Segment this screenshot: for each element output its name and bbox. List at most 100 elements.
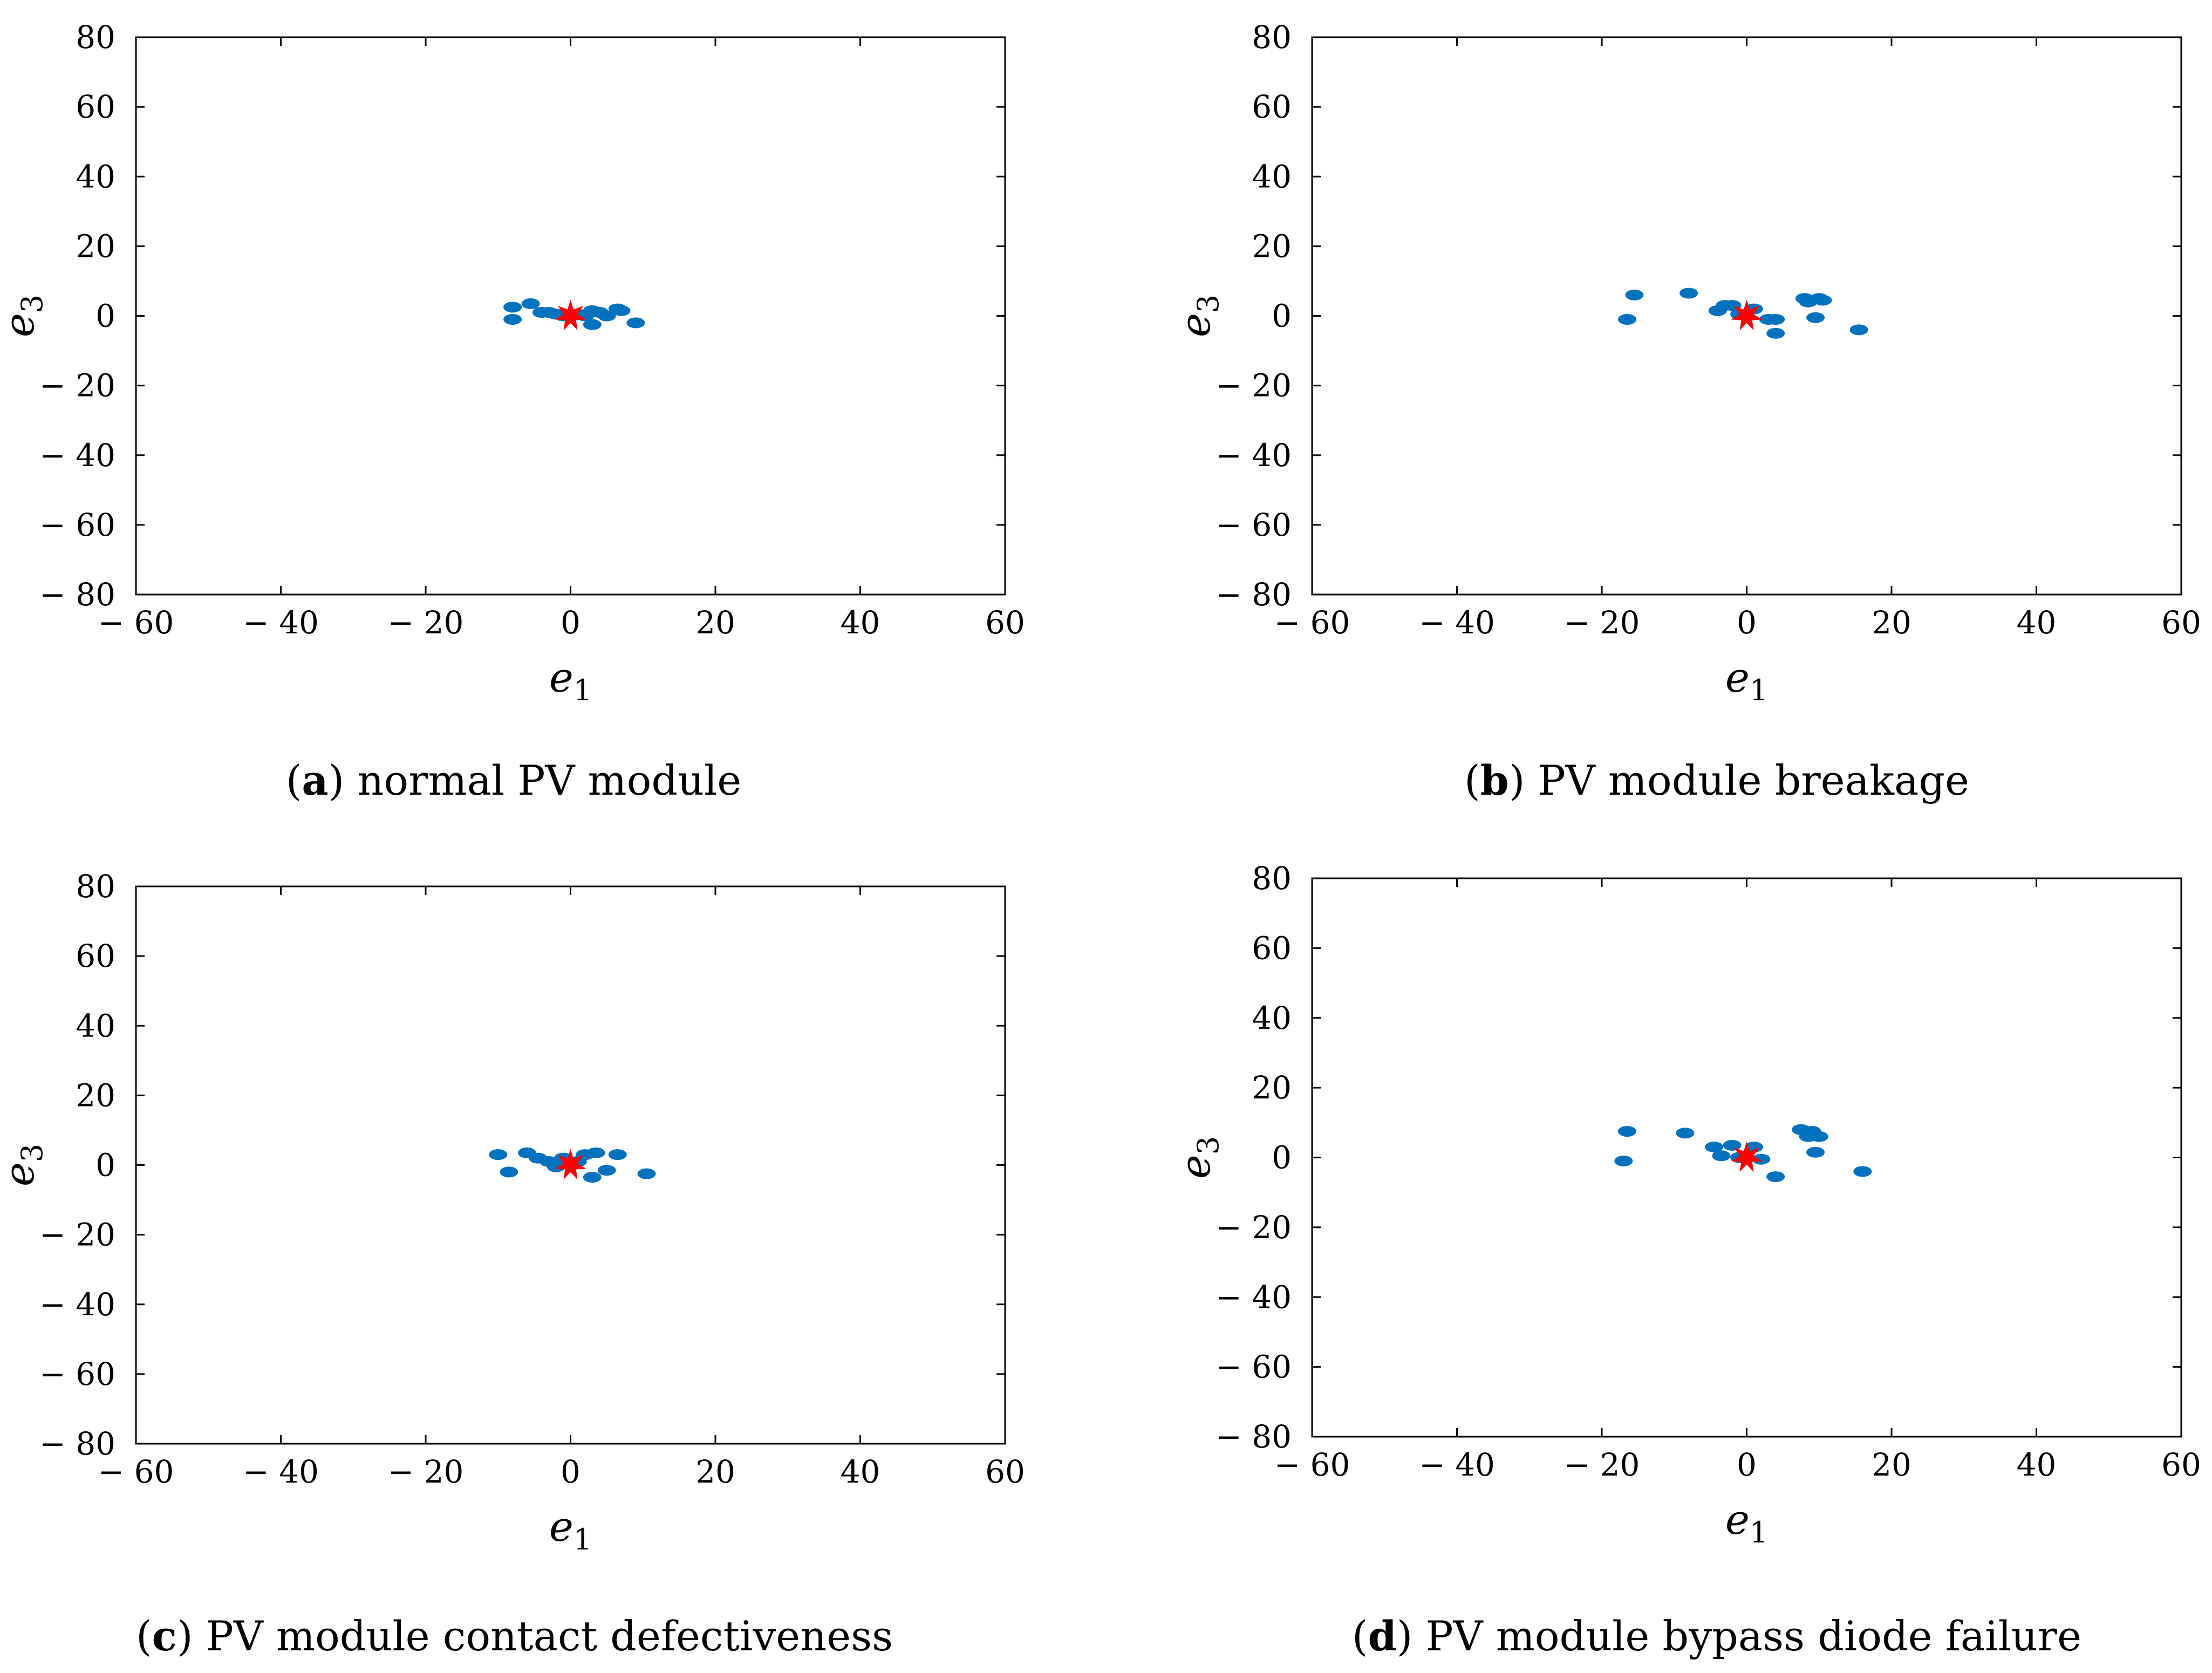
- y-tick-label-c: 40: [76, 1007, 115, 1044]
- x-tick-label-a: 20: [695, 604, 735, 641]
- data-point-d-5: [1723, 1139, 1742, 1151]
- y-tick-label-d: 0: [1272, 1139, 1292, 1176]
- x-axis-label-main-a: e: [549, 653, 574, 701]
- y-axis-label-sub-b: 3: [1191, 295, 1225, 313]
- x-tick-label-d: − 20: [1564, 1446, 1640, 1483]
- y-tick-label-c: − 60: [39, 1356, 115, 1392]
- caption-a-text: normal PV module: [357, 756, 742, 804]
- x-axis-label-a: e1: [549, 653, 592, 707]
- x-tick-label-a: − 60: [98, 604, 174, 641]
- caption-b-text: PV module breakage: [1538, 756, 1969, 804]
- data-point-c-12: [608, 1149, 627, 1160]
- caption-b: (b) PV module breakage: [1464, 756, 1969, 804]
- center-point-b: [1731, 299, 1763, 331]
- x-axis-label-main-c: e: [549, 1503, 574, 1551]
- caption-c: (c) PV module contact defectiveness: [136, 1612, 893, 1660]
- y-tick-label-c: 0: [95, 1147, 115, 1184]
- data-point-a-0: [503, 302, 522, 313]
- x-tick-label-b: − 60: [1274, 604, 1350, 641]
- x-axis-label-b: e1: [1725, 653, 1768, 707]
- x-tick-label-c: − 40: [243, 1453, 319, 1490]
- data-point-d-0: [1614, 1155, 1633, 1166]
- x-axis-label-sub-c: 1: [574, 1522, 592, 1556]
- data-point-d-9: [1766, 1171, 1785, 1183]
- x-tick-label-d: 60: [2161, 1446, 2201, 1483]
- y-tick-label-c: 60: [76, 938, 115, 974]
- x-axis-label-c: e1: [549, 1503, 592, 1556]
- data-point-d-1: [1617, 1125, 1636, 1137]
- data-point-a-12: [597, 310, 616, 322]
- caption-a: (a) normal PV module: [285, 756, 742, 804]
- y-axis-label-main-d: e: [1171, 1155, 1219, 1179]
- x-tick-label-c: − 20: [388, 1453, 464, 1490]
- data-point-b-1: [1625, 289, 1644, 301]
- y-tick-label-b: − 40: [1216, 437, 1292, 474]
- data-point-c-10: [586, 1147, 605, 1158]
- y-tick-label-d: − 60: [1216, 1349, 1292, 1385]
- x-tick-label-a: 60: [985, 604, 1025, 641]
- caption-d-letter: d: [1368, 1612, 1397, 1660]
- y-tick-label-b: − 60: [1216, 507, 1292, 543]
- x-tick-label-d: − 60: [1274, 1446, 1350, 1483]
- data-point-a-2: [521, 298, 540, 309]
- data-point-b-10: [1766, 327, 1785, 339]
- panel-a: − 60− 40− 20 0 20 40 60− 80− 60− 40− 2002040…: [0, 19, 1025, 707]
- caption-a-letter: a: [302, 756, 329, 804]
- x-tick-label-d: 20: [1872, 1446, 1911, 1483]
- data-point-c-1: [500, 1166, 518, 1178]
- x-tick-label-c: 20: [695, 1453, 735, 1490]
- data-point-c-11: [597, 1165, 616, 1176]
- y-tick-label-c: 80: [76, 868, 115, 905]
- data-point-d-7: [1744, 1142, 1763, 1153]
- y-tick-label-d: − 80: [1216, 1418, 1292, 1455]
- center-point-c: [555, 1149, 586, 1180]
- panel-c: − 60− 40− 20 0 20 40 60− 80− 60− 40− 2002040…: [0, 868, 1025, 1556]
- x-tick-label-a: 40: [841, 604, 880, 641]
- x-axis-label-d: e1: [1725, 1496, 1768, 1549]
- y-tick-label-b: 0: [1272, 298, 1292, 334]
- x-tick-label-b: − 20: [1564, 604, 1640, 641]
- panel-b: − 60− 40− 20 0 20 40 60− 80− 60− 40− 2002040…: [1171, 19, 2201, 707]
- y-tick-label-a: − 60: [39, 507, 115, 543]
- data-point-d-2: [1676, 1128, 1695, 1139]
- y-tick-label-d: − 20: [1216, 1209, 1292, 1246]
- center-point-d: [1731, 1141, 1763, 1172]
- y-axis-label-a: e3: [0, 295, 49, 337]
- caption-c-text: PV module contact defectiveness: [206, 1612, 893, 1660]
- y-tick-label-a: − 20: [39, 367, 115, 404]
- y-tick-label-c: − 80: [39, 1425, 115, 1462]
- x-tick-label-a: 0: [561, 604, 581, 641]
- data-point-b-13: [1806, 312, 1825, 323]
- data-point-a-14: [612, 305, 631, 316]
- y-tick-label-d: − 40: [1216, 1279, 1292, 1315]
- y-tick-label-b: 60: [1252, 88, 1292, 125]
- y-tick-label-b: 80: [1252, 19, 1292, 56]
- y-tick-label-a: 0: [95, 298, 115, 334]
- y-axis-label-b: e3: [1171, 295, 1225, 337]
- data-point-d-4: [1712, 1150, 1731, 1162]
- x-tick-label-c: − 60: [98, 1453, 174, 1490]
- center-point-a: [555, 299, 586, 331]
- data-point-d-8: [1752, 1153, 1771, 1165]
- data-point-d-15: [1853, 1166, 1872, 1177]
- y-tick-label-c: − 40: [39, 1286, 115, 1323]
- y-tick-label-d: 60: [1252, 930, 1292, 966]
- data-point-c-13: [637, 1168, 656, 1179]
- x-axis-label-main-d: e: [1725, 1496, 1750, 1544]
- y-tick-label-a: 40: [76, 158, 115, 195]
- data-point-a-1: [503, 313, 522, 325]
- y-axis-label-d: e3: [1171, 1136, 1225, 1179]
- data-point-b-16: [1849, 324, 1868, 336]
- y-axis-label-c: e3: [0, 1144, 49, 1186]
- x-tick-label-b: 20: [1872, 604, 1911, 641]
- y-axis-label-sub-d: 3: [1191, 1136, 1225, 1155]
- y-axis-label-main-c: e: [0, 1162, 43, 1186]
- data-point-b-9: [1766, 313, 1785, 325]
- x-tick-label-d: 40: [2017, 1446, 2057, 1483]
- x-axis-label-sub-a: 1: [574, 673, 592, 707]
- data-point-d-3: [1705, 1142, 1724, 1153]
- y-tick-label-c: 20: [76, 1077, 115, 1114]
- data-point-b-2: [1680, 288, 1698, 299]
